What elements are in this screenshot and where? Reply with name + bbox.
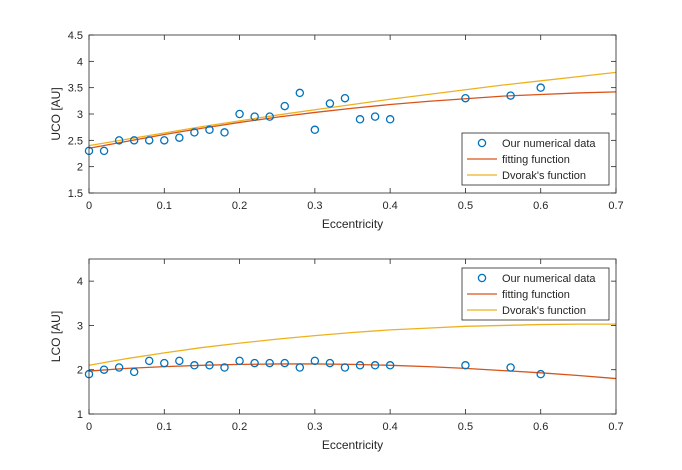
data-point bbox=[280, 358, 289, 368]
y-tick-label: 4 bbox=[77, 276, 83, 288]
data-point bbox=[355, 115, 365, 124]
data-point bbox=[160, 136, 169, 145]
data-point bbox=[536, 369, 545, 379]
data-point bbox=[506, 363, 515, 372]
y-tick-label: 4 bbox=[77, 56, 83, 68]
data-point bbox=[506, 91, 515, 100]
x-tick-label: 0.4 bbox=[382, 200, 397, 212]
chart-panels: 0 0.1 0.2 0.3 0.4 0.5 0.6 0.7 1.5 2 2.5 3 3.5 4 4.5 Ecc… bbox=[49, 30, 624, 452]
data-point bbox=[370, 112, 380, 121]
y-tick-label: 3.5 bbox=[68, 83, 83, 95]
data-point bbox=[385, 361, 395, 370]
chart-panel-2: 0 0.1 0.2 0.3 0.4 0.5 0.6 0.7 1 2 3 4 Eccentricity LC… bbox=[49, 258, 624, 452]
legend-entry-label: fitting function bbox=[502, 289, 570, 301]
x-tick-label: 0.5 bbox=[458, 200, 473, 212]
x-tick-label: 0.1 bbox=[157, 200, 172, 212]
data-point bbox=[205, 361, 214, 370]
data-point bbox=[385, 115, 395, 124]
data-point bbox=[370, 361, 380, 370]
data-point bbox=[340, 93, 350, 103]
data-point bbox=[220, 128, 229, 137]
y-tick-label: 1.5 bbox=[68, 188, 83, 200]
x-tick-label: 0.2 bbox=[232, 200, 247, 212]
x-axis-label: Eccentricity bbox=[322, 217, 383, 231]
y-tick-label: 3 bbox=[77, 320, 83, 332]
x-tick-label: 0.4 bbox=[382, 421, 397, 433]
x-tick-label: 0.5 bbox=[458, 421, 473, 433]
series-line-2 bbox=[88, 363, 617, 380]
data-point bbox=[205, 125, 214, 135]
data-point bbox=[190, 361, 199, 370]
series-line-3 bbox=[88, 71, 617, 147]
data-point bbox=[295, 363, 305, 372]
data-point bbox=[340, 363, 350, 372]
legend: Our numerical data fitting function Dvorak… bbox=[461, 132, 610, 186]
data-point bbox=[310, 356, 320, 366]
y-axis-label: UCO [AU] bbox=[49, 87, 63, 140]
legend-entry-label: Our numerical data bbox=[502, 273, 596, 285]
data-point bbox=[190, 128, 199, 137]
x-tick-label: 0.7 bbox=[608, 200, 623, 212]
series-line-2 bbox=[88, 91, 617, 149]
data-point bbox=[129, 367, 139, 377]
data-point bbox=[325, 358, 335, 368]
y-tick-label: 2 bbox=[77, 365, 83, 377]
x-tick-label: 0 bbox=[86, 200, 92, 212]
data-point bbox=[536, 83, 545, 92]
data-point bbox=[325, 99, 335, 108]
data-point bbox=[250, 112, 259, 121]
x-tick-label: 0.3 bbox=[307, 200, 322, 212]
data-point bbox=[99, 365, 109, 374]
data-point bbox=[280, 101, 289, 111]
data-point bbox=[461, 93, 470, 103]
data-point bbox=[144, 136, 154, 145]
x-tick-label: 0.6 bbox=[533, 200, 548, 212]
data-point bbox=[265, 112, 274, 121]
data-point bbox=[265, 358, 274, 368]
data-point bbox=[114, 363, 124, 372]
x-tick-label: 0.3 bbox=[307, 421, 322, 433]
x-tick-label: 0.6 bbox=[533, 421, 548, 433]
y-tick-label: 3 bbox=[77, 109, 83, 121]
data-point bbox=[175, 356, 184, 366]
data-point bbox=[310, 125, 320, 135]
data-point bbox=[99, 146, 109, 156]
x-tick-label: 0.7 bbox=[608, 421, 623, 433]
legend-marker bbox=[477, 138, 487, 148]
data-point bbox=[129, 136, 139, 145]
data-point bbox=[220, 363, 229, 372]
y-tick-label: 2 bbox=[77, 162, 83, 174]
y-axis-label: LCO [AU] bbox=[49, 311, 63, 362]
data-point bbox=[235, 109, 244, 119]
y-tick-label: 1 bbox=[77, 409, 83, 421]
x-tick-label: 0 bbox=[86, 421, 92, 433]
data-point bbox=[235, 356, 244, 366]
chart-panel-1: 0 0.1 0.2 0.3 0.4 0.5 0.6 0.7 1.5 2 2.5 3 3.5 4 4.5 Ecc… bbox=[49, 30, 624, 231]
legend-entry-label: Dvorak's function bbox=[502, 170, 586, 182]
x-tick-label: 0.1 bbox=[157, 421, 172, 433]
x-axis-label: Eccentricity bbox=[322, 438, 383, 452]
x-tick-label: 0.2 bbox=[232, 421, 247, 433]
legend-entry-label: Our numerical data bbox=[502, 138, 596, 150]
data-point bbox=[295, 88, 305, 98]
legend-entry-label: fitting function bbox=[502, 154, 570, 166]
y-tick-label: 2.5 bbox=[68, 135, 83, 147]
series-line-3 bbox=[88, 323, 616, 366]
legend-marker bbox=[477, 273, 487, 283]
data-point bbox=[461, 361, 470, 370]
data-point bbox=[250, 358, 259, 368]
data-point bbox=[144, 356, 154, 366]
legend: Our numerical data fitting function Dvorak… bbox=[461, 267, 610, 321]
y-tick-label: 4.5 bbox=[68, 30, 83, 42]
data-point bbox=[114, 136, 124, 145]
data-point bbox=[175, 133, 184, 142]
axes-box bbox=[88, 258, 617, 415]
legend-entry-label: Dvorak's function bbox=[502, 305, 586, 317]
data-point bbox=[355, 361, 365, 370]
data-point bbox=[160, 358, 169, 368]
